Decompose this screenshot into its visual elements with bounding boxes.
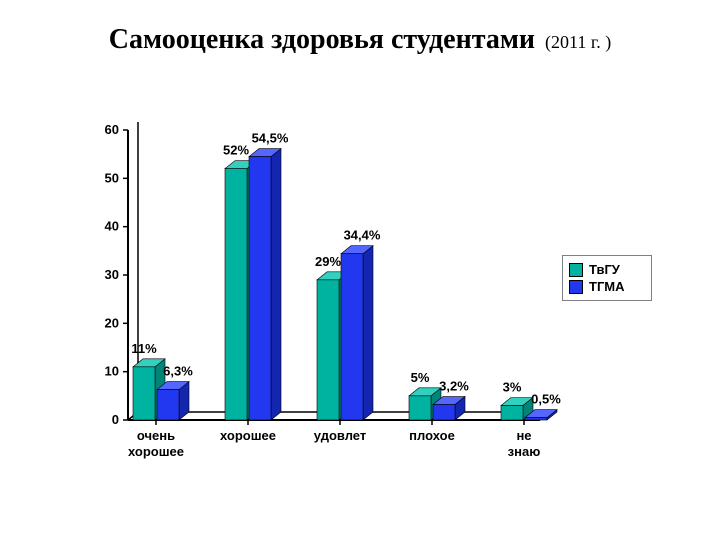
svg-text:удовлет: удовлет — [314, 428, 366, 443]
legend-label: ТвГУ — [589, 262, 620, 277]
svg-text:30: 30 — [105, 267, 119, 282]
svg-text:20: 20 — [105, 315, 119, 330]
legend-item: ТвГУ — [569, 262, 645, 277]
svg-text:40: 40 — [105, 219, 119, 234]
legend: ТвГУ ТГМА — [562, 255, 652, 301]
svg-text:плохое: плохое — [409, 428, 455, 443]
svg-text:знаю: знаю — [508, 444, 541, 459]
svg-text:29%: 29% — [315, 254, 341, 269]
svg-text:0,5%: 0,5% — [531, 392, 561, 407]
legend-swatch — [569, 280, 583, 294]
legend-swatch — [569, 263, 583, 277]
svg-text:11%: 11% — [131, 341, 157, 356]
svg-text:3%: 3% — [503, 380, 522, 395]
title-year: (2011 г. ) — [545, 32, 611, 52]
svg-text:хорошее: хорошее — [128, 444, 184, 459]
svg-text:0: 0 — [112, 412, 119, 427]
chart-area: 010203040506011%6,3%оченьхорошее52%54,5%… — [80, 120, 640, 480]
svg-text:50: 50 — [105, 170, 119, 185]
svg-text:34,4%: 34,4% — [344, 228, 381, 243]
chart-title: Самооценка здоровья студентами (2011 г. … — [0, 24, 720, 56]
bar-chart-svg: 010203040506011%6,3%оченьхорошее52%54,5%… — [80, 120, 640, 480]
svg-text:хорошее: хорошее — [220, 428, 276, 443]
legend-item: ТГМА — [569, 279, 645, 294]
svg-text:52%: 52% — [223, 143, 249, 158]
title-main: Самооценка здоровья студентами — [109, 24, 535, 55]
svg-text:54,5%: 54,5% — [252, 131, 289, 146]
legend-label: ТГМА — [589, 279, 625, 294]
svg-text:60: 60 — [105, 122, 119, 137]
svg-text:5%: 5% — [411, 370, 430, 385]
svg-text:10: 10 — [105, 364, 119, 379]
svg-text:6,3%: 6,3% — [163, 364, 193, 379]
svg-text:3,2%: 3,2% — [439, 379, 469, 394]
svg-text:не: не — [516, 428, 531, 443]
svg-text:очень: очень — [137, 428, 175, 443]
